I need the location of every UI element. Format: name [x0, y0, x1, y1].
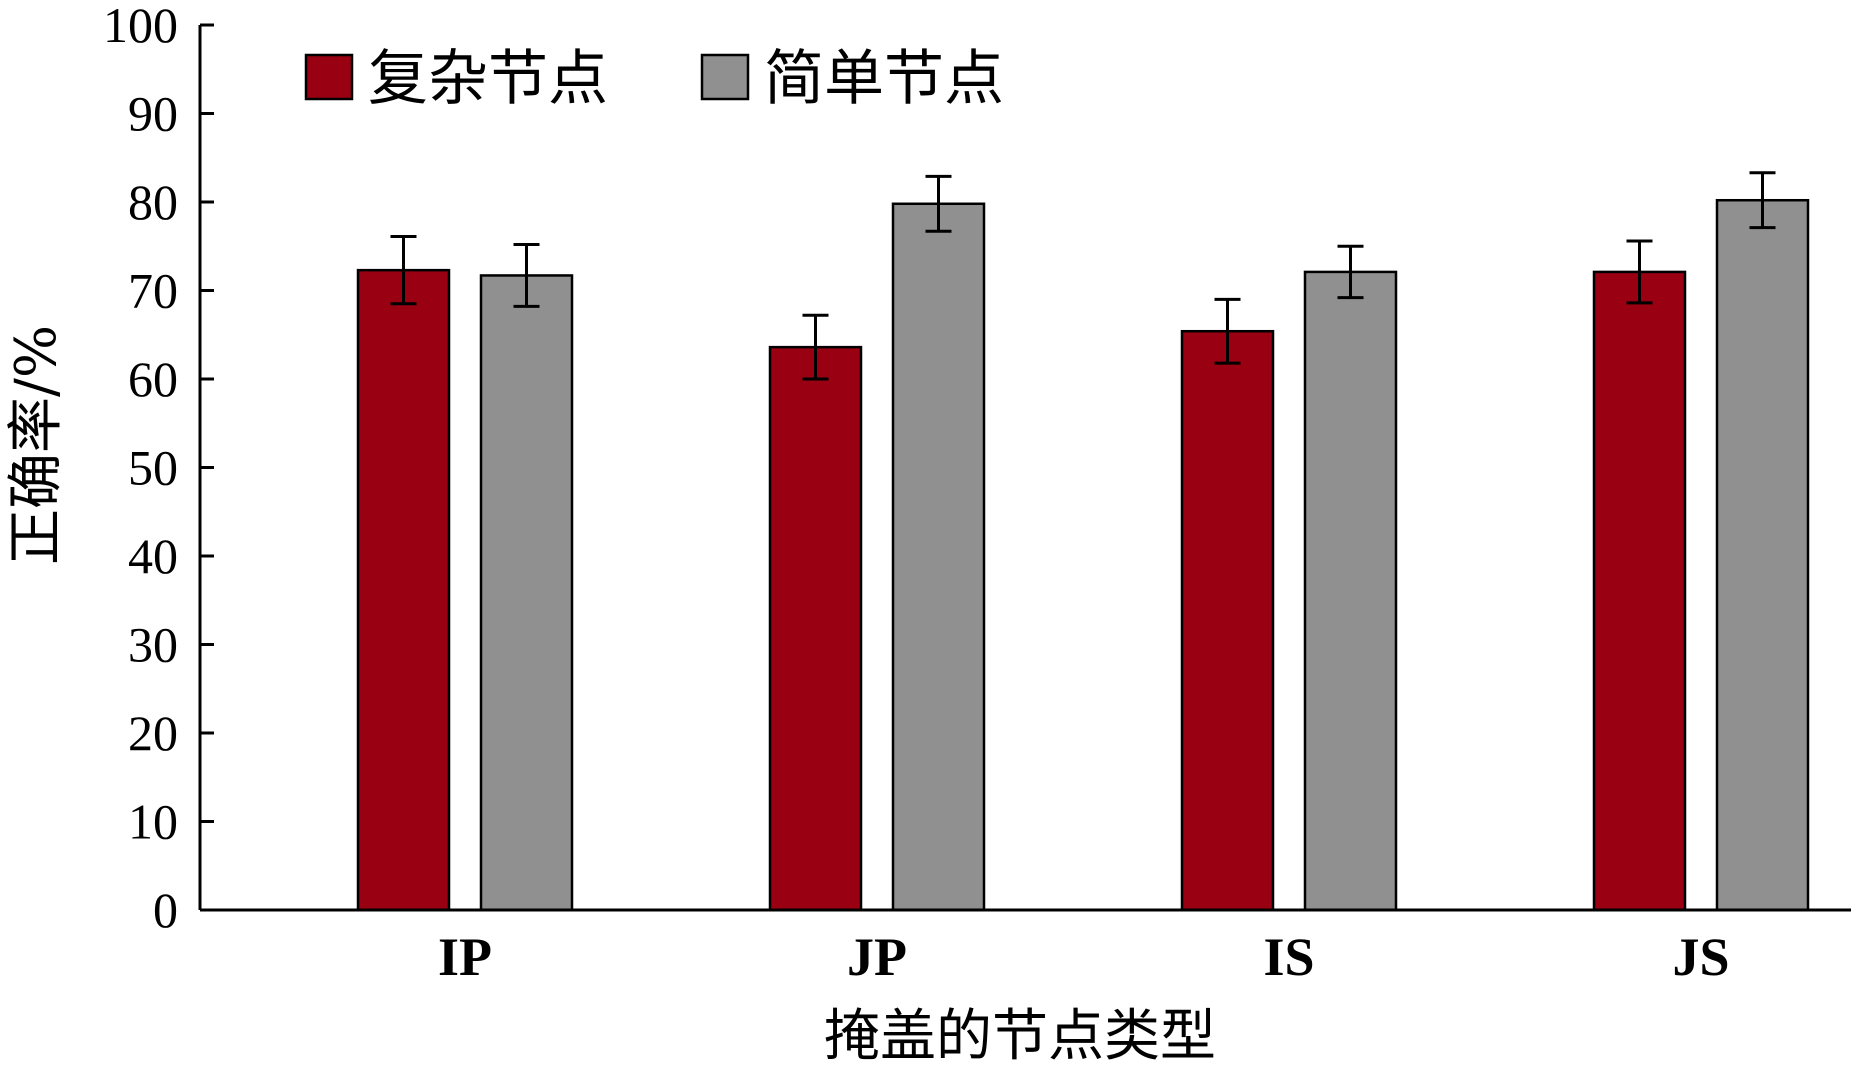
- y-tick-label: 50: [128, 440, 178, 496]
- y-axis-title: 正确率/%: [4, 325, 69, 565]
- legend-item-simple: 简单节点: [700, 44, 1004, 114]
- error-bar-JS-simple: [1749, 171, 1776, 230]
- y-tick-label: 20: [128, 705, 178, 761]
- bars: [356, 198, 1810, 912]
- y-tick-label: 100: [103, 0, 178, 53]
- x-tick-label-JP: JP: [847, 927, 907, 987]
- bar-JS-complex: [1592, 270, 1687, 912]
- bar-JS-simple: [1715, 198, 1810, 912]
- error-bar-JS-complex: [1626, 239, 1653, 305]
- bar-IP-simple: [479, 274, 574, 912]
- y-axis-ticks: 0 10 20 30 40 50 60 70 80 90 100: [103, 0, 214, 938]
- x-tick-label-JS: JS: [1672, 927, 1729, 987]
- bar-JP-complex: [768, 345, 863, 912]
- y-tick-label: 0: [153, 882, 178, 938]
- error-bar-IS-simple: [1337, 244, 1364, 300]
- y-tick-label: 90: [128, 86, 178, 142]
- legend-swatch: [304, 53, 354, 101]
- legend-label: 简单节点: [764, 44, 1004, 114]
- legend: 复杂节点 简单节点: [304, 44, 1004, 114]
- bar-IS-simple: [1303, 270, 1398, 912]
- x-tick-label-IS: IS: [1263, 927, 1314, 987]
- bar-IS-complex: [1180, 329, 1275, 912]
- y-tick-label: 10: [128, 794, 178, 850]
- bar-IP-complex: [356, 268, 451, 912]
- x-axis-title: 掩盖的节点类型: [824, 1004, 1216, 1069]
- y-tick-label: 70: [128, 263, 178, 319]
- error-bar-JP-complex: [802, 313, 829, 381]
- legend-item-complex: 复杂节点: [304, 44, 608, 114]
- error-bar-IS-complex: [1214, 297, 1241, 365]
- error-bar-IP-simple: [513, 242, 540, 308]
- bar-JP-simple: [891, 202, 986, 912]
- y-tick-label: 80: [128, 174, 178, 230]
- legend-swatch: [700, 53, 750, 101]
- y-tick-label: 30: [128, 617, 178, 673]
- error-bar-IP-complex: [390, 235, 417, 306]
- x-axis-tick-labels: IP JP IS JS: [438, 927, 1730, 987]
- y-tick-label: 60: [128, 351, 178, 407]
- error-bar-JP-simple: [925, 174, 952, 233]
- error-bars: [390, 171, 1776, 381]
- x-tick-label-IP: IP: [438, 927, 492, 987]
- y-tick-label: 40: [128, 528, 178, 584]
- legend-label: 复杂节点: [368, 44, 608, 114]
